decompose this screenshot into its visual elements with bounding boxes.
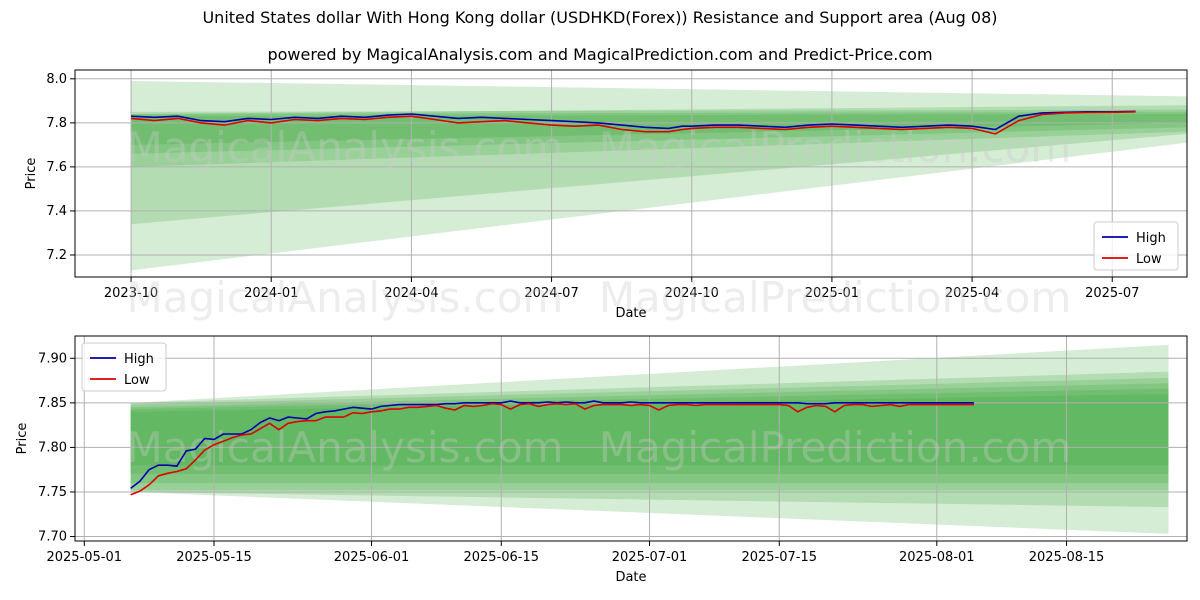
x-tick-label: 2024-04 bbox=[384, 286, 438, 301]
y-axis-label: Price bbox=[15, 423, 30, 455]
resistance-support-band-5 bbox=[131, 114, 1187, 145]
chart-subtitle: powered by MagicalAnalysis.com and Magic… bbox=[267, 45, 933, 64]
y-tick-label: 8.0 bbox=[46, 72, 67, 87]
resistance-support-band-3 bbox=[131, 109, 1187, 167]
x-tick-label: 2025-01 bbox=[805, 286, 859, 301]
series-line-high bbox=[131, 110, 1136, 131]
series-line-high bbox=[130, 400, 974, 490]
x-tick-label: 2025-07-01 bbox=[612, 550, 688, 565]
legend: High Low bbox=[1093, 221, 1179, 271]
watermark-analysis: MagicalAnalysis.com bbox=[127, 273, 564, 322]
x-tick-label: 2025-07 bbox=[1085, 286, 1139, 301]
series-line-low bbox=[131, 111, 1136, 135]
legend-label-low: Low bbox=[124, 373, 150, 388]
x-tick-label: 2024-07 bbox=[524, 286, 578, 301]
x-tick-label: 2024-01 bbox=[244, 286, 298, 301]
x-tick-label: 2024-10 bbox=[665, 286, 719, 301]
x-tick-label: 2025-06-01 bbox=[334, 550, 410, 565]
plot-frame bbox=[74, 335, 1188, 542]
series-group bbox=[130, 400, 974, 496]
y-tick-label: 7.2 bbox=[46, 248, 67, 263]
resistance-support-band-2 bbox=[131, 105, 1187, 225]
chart-panel-1: 7.2 7.4 7.6 7.8 8.0 2023-10 2024-01 2024-04 2024… bbox=[24, 69, 1188, 322]
legend-label-high: High bbox=[1136, 231, 1166, 246]
x-tick-label: 2025-07-15 bbox=[741, 550, 817, 565]
x-axis-label: Date bbox=[615, 570, 646, 585]
plot-frame bbox=[74, 69, 1188, 278]
resistance-support-band-4 bbox=[131, 111, 1187, 154]
legend-label-low: Low bbox=[1136, 252, 1162, 267]
y-tick-label: 7.85 bbox=[38, 396, 67, 411]
band-group bbox=[131, 81, 1187, 271]
chart-panel-2: 7.70 7.75 7.80 7.85 7.90 2025-05-01 2025-05-15… bbox=[15, 335, 1188, 585]
legend-label-high: High bbox=[124, 352, 154, 367]
x-tick-label: 2025-04 bbox=[945, 286, 999, 301]
x-tick-label: 2025-08-15 bbox=[1029, 550, 1105, 565]
y-tick-label: 7.80 bbox=[38, 440, 67, 455]
y-tick-label: 7.4 bbox=[46, 204, 67, 219]
y-tick-label: 7.75 bbox=[38, 485, 67, 500]
watermark-analysis: MagicalAnalysis.com bbox=[127, 423, 564, 472]
y-tick-label: 7.70 bbox=[38, 530, 67, 545]
x-tick-label: 2025-05-15 bbox=[176, 550, 252, 565]
y-tick-label: 7.8 bbox=[46, 116, 67, 131]
y-tick-label: 7.6 bbox=[46, 160, 67, 175]
watermark-prediction: MagicalPrediction.com bbox=[599, 123, 1072, 172]
x-tick-label: 2025-05-01 bbox=[46, 550, 122, 565]
chart-title: United States dollar With Hong Kong doll… bbox=[202, 8, 998, 27]
x-axis-label: Date bbox=[615, 306, 646, 321]
y-axis-label: Price bbox=[24, 158, 39, 190]
x-tick-label: 2025-08-01 bbox=[899, 550, 975, 565]
watermark-prediction: MagicalPrediction.com bbox=[599, 273, 1072, 322]
x-tick-label: 2025-06-15 bbox=[463, 550, 539, 565]
x-tick-label: 2023-10 bbox=[104, 286, 158, 301]
series-group bbox=[131, 110, 1136, 135]
legend: High Low bbox=[81, 342, 167, 392]
y-tick-label: 7.90 bbox=[38, 351, 67, 366]
watermark-prediction: MagicalPrediction.com bbox=[599, 423, 1072, 472]
watermark-analysis: MagicalAnalysis.com bbox=[127, 123, 564, 172]
series-line-low bbox=[130, 402, 974, 496]
